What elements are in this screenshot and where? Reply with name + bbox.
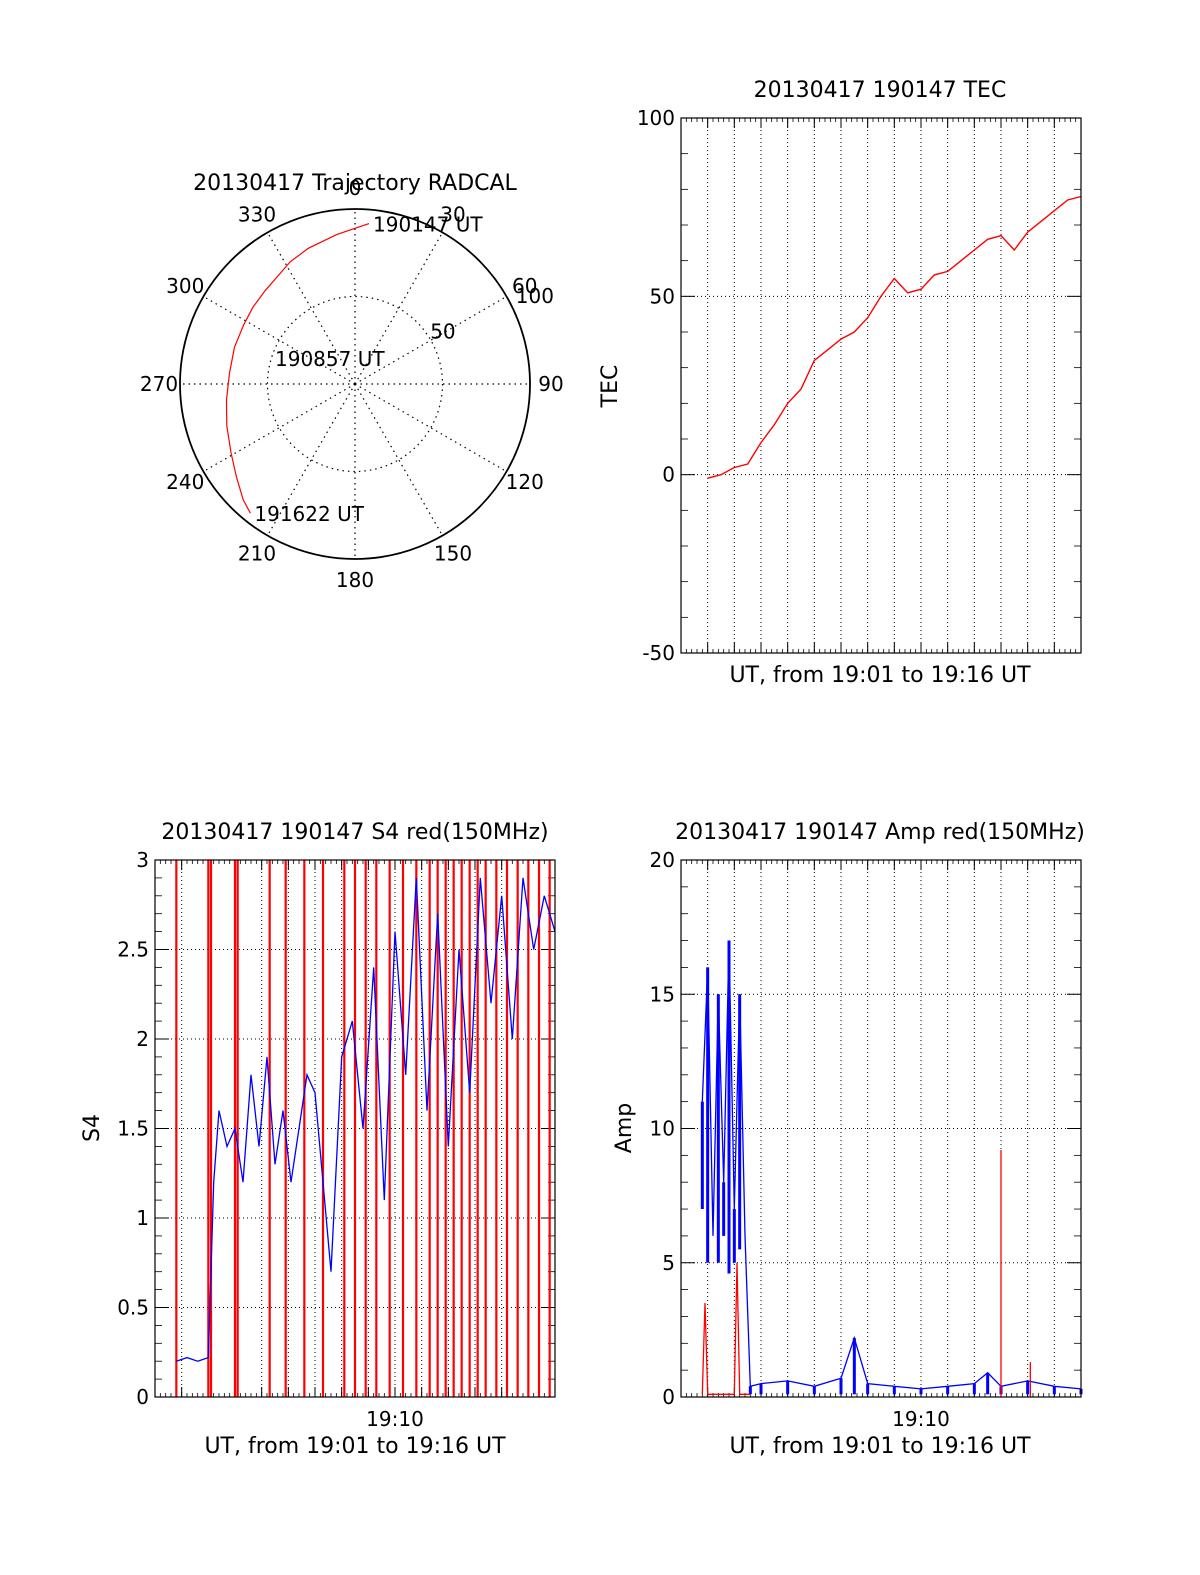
- y-tick-label: 2.5: [117, 938, 149, 962]
- polar-spoke: [354, 383, 444, 536]
- azimuth-tick-label: 0: [349, 176, 362, 200]
- tec-plot-frame: [680, 117, 1082, 654]
- azimuth-tick-label: 90: [538, 372, 563, 396]
- amp-plot-frame: [680, 859, 1082, 1398]
- y-tick-label: -50: [642, 641, 675, 665]
- amp-xlabel: UT, from 19:01 to 19:16 UT: [729, 1434, 1031, 1459]
- y-tick-label: 1: [136, 1206, 149, 1230]
- y-tick-label: 0: [662, 1385, 675, 1409]
- y-tick-label: 5: [662, 1251, 675, 1275]
- amp-x-ticks: 19:10: [892, 1407, 950, 1431]
- azimuth-tick-label: 330: [238, 202, 276, 226]
- polar-trajectory-panel: 20130417 Trajectory RADCAL 0 30 60 90 120 150…: [140, 171, 564, 592]
- tec-y-ticks: -50 0 50 100: [637, 106, 675, 665]
- s4-ylabel: S4: [80, 1114, 105, 1142]
- s4-title: 20130417 190147 S4 red(150MHz): [161, 820, 548, 845]
- s4-y-ticks: 0 0.5 1 1.5 2 2.5 3: [117, 848, 149, 1409]
- s4-x-ticks: 19:10: [366, 1407, 424, 1431]
- y-tick-label: 0: [136, 1385, 149, 1409]
- y-tick-label: 3: [136, 848, 149, 872]
- amp-panel: 20130417 190147 Amp red(150MHz) 0 5 10 15 20…: [612, 820, 1085, 1459]
- tec-panel: 20130417 190147 TEC -50 0 50 100 UT, from 1…: [598, 78, 1082, 688]
- y-tick-label: 100: [637, 106, 675, 130]
- trajectory-time-label: 190857 UT: [275, 347, 385, 371]
- azimuth-tick-label: 240: [166, 470, 204, 494]
- amp-blue-line: [701, 940, 1082, 1390]
- azimuth-tick-label: 180: [336, 568, 374, 592]
- s4-panel: 20130417 190147 S4 red(150MHz) 0 0.5 1 1.5 2…: [80, 820, 556, 1459]
- radial-tick-label: 100: [516, 284, 554, 308]
- polar-azimuth-labels: 0 30 60 90 120 150 180 210 240 270 300 330: [140, 176, 564, 592]
- amp-ylabel: Amp: [612, 1103, 637, 1153]
- azimuth-tick-label: 120: [506, 470, 544, 494]
- polar-grid: [179, 208, 531, 560]
- tec-title: 20130417 190147 TEC: [754, 78, 1007, 103]
- azimuth-tick-label: 210: [238, 542, 276, 566]
- y-tick-label: 20: [650, 848, 675, 872]
- polar-spoke: [354, 383, 507, 473]
- tec-ylabel: TEC: [598, 365, 623, 409]
- polar-radial-labels: 50 100: [430, 284, 554, 344]
- trajectory-time-label: 190147 UT: [373, 213, 483, 237]
- y-tick-label: 1.5: [117, 1117, 149, 1141]
- tec-series: [707, 195, 1082, 479]
- y-tick-label: 2: [136, 1027, 149, 1051]
- y-tick-label: 0.5: [117, 1296, 149, 1320]
- y-tick-label: 50: [650, 284, 675, 308]
- trajectory-line: [225, 223, 370, 514]
- s4-series: [175, 860, 556, 1397]
- trajectory-annotations: 190147 UT 190857 UT 191622 UT: [254, 213, 483, 527]
- polar-spoke: [203, 383, 356, 473]
- azimuth-tick-label: 150: [434, 542, 472, 566]
- azimuth-tick-label: 300: [166, 274, 204, 298]
- radial-tick-label: 50: [430, 319, 455, 343]
- polar-outer-ring: [179, 208, 531, 560]
- amp-grid: [680, 859, 1082, 1398]
- s4-blue-line: [176, 877, 556, 1362]
- azimuth-tick-label: 270: [140, 372, 178, 396]
- tec-xlabel: UT, from 19:01 to 19:16 UT: [729, 663, 1031, 688]
- polar-title: 20130417 Trajectory RADCAL: [193, 171, 517, 196]
- amp-title: 20130417 190147 Amp red(150MHz): [675, 820, 1085, 845]
- tec-grid: [680, 117, 1082, 654]
- trajectory-time-label: 191622 UT: [254, 502, 364, 526]
- tec-line: [707, 195, 1082, 479]
- y-tick-label: 0: [662, 463, 675, 487]
- y-tick-label: 15: [650, 982, 675, 1006]
- y-tick-label: 10: [650, 1117, 675, 1141]
- polar-ring: [266, 295, 444, 473]
- s4-plot-frame: [154, 859, 556, 1398]
- amp-red-line: [701, 1262, 751, 1395]
- amp-series: [700, 940, 1083, 1397]
- amp-y-ticks: 0 5 10 15 20: [650, 848, 675, 1409]
- s4-xlabel: UT, from 19:01 to 19:16 UT: [204, 1434, 506, 1459]
- azimuth-tick-label: 60: [512, 274, 537, 298]
- azimuth-tick-label: 30: [440, 202, 465, 226]
- x-tick-label: 19:10: [892, 1407, 950, 1431]
- x-tick-label: 19:10: [366, 1407, 424, 1431]
